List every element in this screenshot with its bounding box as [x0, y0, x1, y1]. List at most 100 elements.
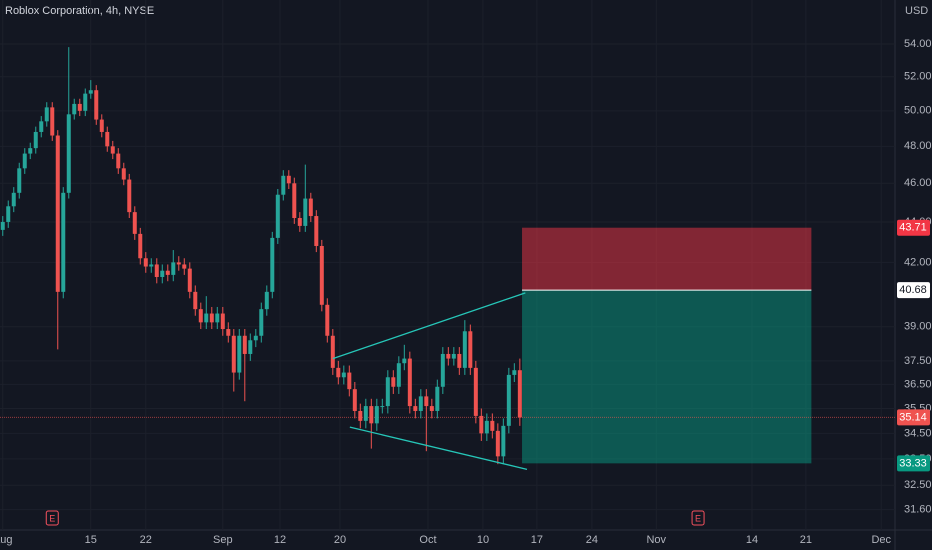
candle-body — [512, 370, 517, 375]
candle-body — [22, 153, 27, 169]
price-label: 33.33 — [899, 457, 927, 469]
y-tick-label: 54.00 — [904, 38, 932, 50]
event-label: E — [49, 513, 55, 523]
candle-body — [380, 406, 385, 408]
candle-body — [77, 103, 82, 111]
candle-body — [495, 430, 500, 457]
x-tick-label: 17 — [531, 534, 543, 546]
candle-body — [451, 353, 456, 359]
candle-body — [490, 420, 495, 431]
candle-body — [110, 146, 115, 154]
candle-body — [83, 93, 88, 111]
candle-body — [132, 212, 137, 234]
trendline — [332, 292, 526, 360]
candle-body — [473, 367, 478, 416]
candle-body — [88, 90, 93, 94]
y-tick-label: 52.00 — [904, 71, 932, 83]
candle-body — [99, 119, 104, 132]
candle-body — [248, 340, 253, 354]
candle-body — [281, 175, 286, 195]
price-label-bg — [897, 282, 930, 299]
y-tick-label: 39.00 — [904, 321, 932, 333]
candle-body — [413, 406, 418, 411]
candle-body — [369, 406, 374, 424]
candle-body — [127, 179, 132, 213]
candle-body — [149, 264, 154, 267]
price-label: 35.14 — [899, 411, 927, 423]
candle-body — [286, 175, 291, 184]
y-tick-label: 50.00 — [904, 105, 932, 117]
event-label: E — [695, 513, 701, 523]
candle-body — [198, 309, 203, 323]
candle-body — [385, 377, 390, 407]
candle-body — [143, 258, 148, 267]
candle-body — [61, 192, 66, 292]
candle-body — [0, 221, 5, 230]
candle-body — [116, 153, 121, 169]
event-marker — [45, 510, 59, 526]
candle-body — [220, 313, 225, 330]
candle-body — [6, 206, 11, 222]
candle-body — [407, 358, 412, 407]
target-zone — [522, 290, 812, 464]
candle-body — [275, 194, 280, 238]
candle-body — [44, 107, 49, 122]
candle-body — [396, 363, 401, 387]
candle-body — [418, 396, 423, 411]
candle-body — [308, 198, 313, 217]
candle-body — [446, 353, 451, 359]
x-tick-label: Nov — [646, 534, 666, 546]
price-label-bg — [897, 455, 930, 472]
candle-body — [457, 353, 462, 368]
candle-body — [297, 218, 302, 226]
candle-body — [347, 372, 352, 390]
candle-body — [363, 406, 368, 421]
candle-body — [17, 168, 22, 193]
candle-body — [33, 131, 38, 149]
candle-body — [358, 410, 363, 421]
candle-body — [341, 372, 346, 378]
candle-body — [374, 406, 379, 424]
candle-body — [336, 367, 341, 378]
candle-body — [429, 406, 434, 411]
candle-body — [72, 103, 77, 115]
y-tick-label: 34.50 — [904, 427, 932, 439]
candle-body — [264, 291, 269, 310]
candle-body — [270, 237, 275, 292]
currency: USD — [905, 5, 928, 17]
x-tick-label: 10 — [477, 534, 489, 546]
x-tick-label: 15 — [85, 534, 97, 546]
y-tick-label: 42.00 — [904, 256, 932, 268]
candle-body — [66, 114, 71, 193]
candle-body — [204, 313, 209, 323]
x-tick-label: 21 — [800, 534, 812, 546]
candle-body — [424, 396, 429, 407]
candle-body — [517, 370, 522, 418]
candle-body — [105, 131, 110, 147]
x-tick-label: Dec — [871, 534, 891, 546]
candle-body — [28, 148, 33, 154]
price-label: 40.68 — [899, 284, 927, 296]
candle-body — [160, 270, 165, 277]
candle-body — [319, 245, 324, 305]
candle-body — [39, 121, 44, 132]
candle-body — [292, 183, 297, 219]
candle-body — [484, 420, 489, 434]
stop-zone — [522, 227, 812, 291]
candle-body — [440, 353, 445, 387]
x-tick-label: Aug — [0, 534, 13, 546]
candle-body — [237, 335, 242, 373]
candle-body — [138, 233, 143, 259]
candle-body — [209, 313, 214, 323]
candle-body — [462, 331, 467, 368]
candle-body — [391, 377, 396, 387]
candle-body — [242, 335, 247, 354]
candle-body — [176, 262, 181, 265]
candle-body — [352, 389, 357, 411]
candle-body — [171, 262, 176, 275]
x-tick-label: 24 — [586, 534, 598, 546]
candle-body — [121, 168, 126, 180]
candle-body — [303, 198, 308, 226]
